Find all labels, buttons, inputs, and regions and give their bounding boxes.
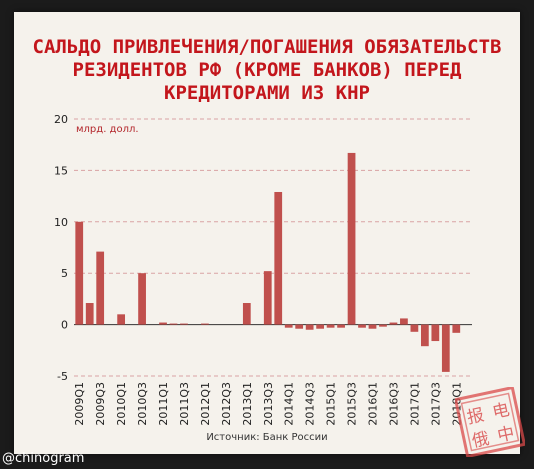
bar-2016Q3	[389, 322, 398, 325]
x-tick-label: 2012Q3	[220, 382, 233, 426]
x-tick-label: 2017Q1	[408, 382, 421, 426]
svg-text:报: 报	[465, 405, 486, 428]
bar-2016Q2	[379, 324, 387, 327]
x-tick-label: 2015Q1	[325, 382, 338, 426]
bar-2016Q1	[368, 324, 377, 329]
bar-2013Q1	[242, 303, 251, 325]
bar-2017Q2	[420, 324, 429, 347]
svg-text:俄: 俄	[470, 429, 491, 452]
bar-2015Q2	[337, 324, 345, 328]
bar-2010Q1	[117, 314, 126, 325]
bar-2017Q1	[410, 324, 419, 332]
x-tick-label: 2015Q3	[346, 382, 359, 426]
bar-2013Q4	[274, 191, 283, 325]
bar-2009Q1	[75, 221, 84, 325]
bar-2011Q1	[159, 322, 167, 325]
y-tick-label: 5	[61, 267, 68, 280]
y-tick-label: -5	[57, 370, 68, 383]
x-tick-label: 2012Q1	[199, 382, 212, 426]
x-tick-label: 2013Q1	[241, 382, 254, 426]
bar-2011Q3	[180, 323, 188, 325]
svg-text:电: 电	[491, 400, 512, 423]
bar-2013Q3	[263, 271, 272, 325]
x-tick-label: 2017Q3	[429, 382, 442, 426]
bar-2014Q2	[295, 324, 304, 329]
x-tick-label: 2010Q3	[136, 382, 149, 426]
paper-background	[14, 12, 520, 454]
x-tick-label: 2016Q3	[387, 382, 400, 426]
bar-2009Q3	[96, 251, 105, 325]
bar-2017Q3	[431, 324, 440, 342]
bar-2012Q1	[201, 323, 209, 325]
bar-2011Q2	[169, 323, 178, 325]
seal-stamp: 报 电 俄 中	[453, 385, 527, 459]
bar-2018Q1	[452, 324, 461, 333]
x-tick-label: 2014Q3	[304, 382, 317, 426]
x-tick-label: 2011Q3	[178, 382, 191, 426]
x-tick-label: 2009Q1	[73, 382, 86, 426]
bar-2017Q4	[441, 324, 450, 372]
grid-lines	[74, 118, 472, 377]
bar-2014Q1	[284, 324, 293, 328]
y-tick-label: 10	[54, 216, 68, 229]
svg-text:中: 中	[496, 423, 517, 446]
bar-2016Q4	[400, 318, 408, 325]
x-tick-label: 2010Q1	[115, 382, 128, 426]
bar-2015Q4	[358, 324, 366, 328]
source-label: Источник: Банк России	[206, 432, 327, 443]
bar-2015Q1	[326, 324, 335, 328]
bar-2014Q4	[316, 324, 325, 329]
y-axis-ticks: -5 0 5 10 15 20	[54, 113, 68, 383]
watermark-handle: @chinogram	[2, 451, 85, 466]
bars	[75, 152, 461, 372]
chart-title: САЛЬДО ПРИВЛЕЧЕНИЯ/ПОГАШЕНИЯ ОБЯЗАТЕЛЬСТ…	[32, 36, 502, 104]
bar-2010Q3	[138, 273, 146, 325]
y-tick-label: 0	[61, 319, 68, 332]
x-tick-label: 2009Q3	[94, 382, 107, 426]
bar-2009Q2	[85, 303, 94, 325]
x-tick-label: 2016Q1	[367, 382, 380, 426]
y-tick-label: 15	[54, 164, 68, 177]
bar-2014Q3	[305, 324, 314, 330]
unit-label: млрд. долл.	[76, 124, 139, 135]
x-tick-label: 2014Q1	[283, 382, 296, 426]
x-axis-ticks: 2009Q1 2009Q3 2010Q1 2010Q3 2011Q1 2011Q3 2012…	[73, 382, 463, 426]
y-tick-label: 20	[54, 113, 68, 126]
bar-2015Q3	[347, 152, 356, 325]
x-tick-label: 2011Q1	[157, 382, 170, 426]
x-tick-label: 2013Q3	[262, 382, 275, 426]
